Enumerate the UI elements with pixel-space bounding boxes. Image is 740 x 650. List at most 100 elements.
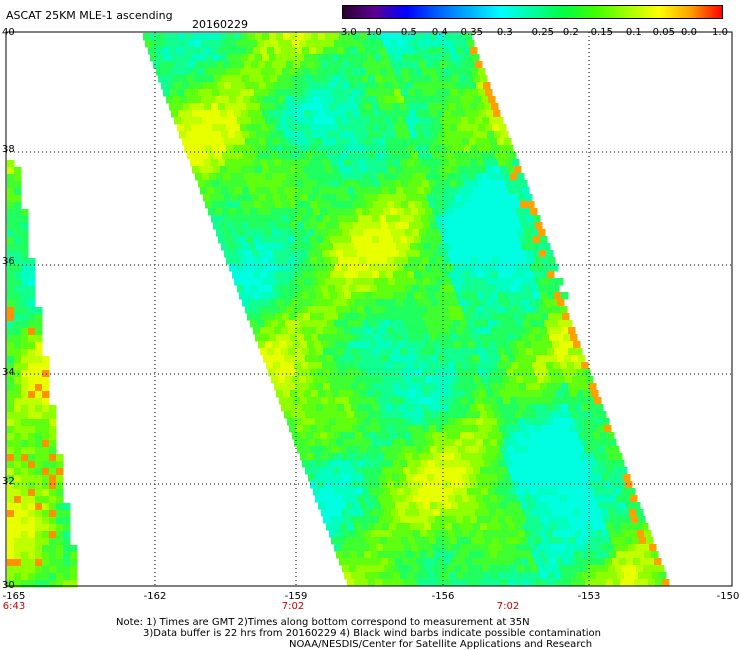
swath-cell <box>500 502 508 510</box>
swath-cell <box>577 390 585 398</box>
swath-cell <box>300 61 308 69</box>
swath-cell <box>460 264 468 272</box>
swath-cell <box>321 341 329 349</box>
swath-cell <box>396 355 404 363</box>
swath-cell <box>289 145 297 153</box>
swath-cell <box>309 103 317 111</box>
swath-cell <box>504 439 512 447</box>
swath-cell <box>497 250 505 258</box>
swath-cell <box>546 306 554 314</box>
swath-cell <box>457 257 465 265</box>
swath-cell <box>420 362 428 370</box>
swath-cell <box>416 54 424 62</box>
swath-cell <box>366 180 374 188</box>
swath-cell <box>469 306 477 314</box>
swath-cell <box>439 376 447 384</box>
swath-cell <box>252 250 260 258</box>
swath-cell <box>282 201 290 209</box>
swath-cell <box>511 250 519 258</box>
swath-cell <box>436 89 444 97</box>
swath-cell <box>447 453 455 461</box>
swath-cell <box>442 404 450 412</box>
swath-cell <box>513 180 521 188</box>
swath-cell <box>14 293 22 301</box>
swath-cell <box>612 502 620 510</box>
swath-cell <box>390 320 398 328</box>
swath-cell <box>535 446 543 454</box>
swath-cell <box>179 75 187 83</box>
swath-cell <box>454 173 462 181</box>
swath-cell <box>371 82 379 90</box>
swath-cell <box>401 369 409 377</box>
swath-cell <box>274 103 282 111</box>
swath-cell <box>605 446 613 454</box>
swath-cell <box>28 342 36 350</box>
swath-cell <box>606 523 614 531</box>
swath-cell <box>418 320 426 328</box>
swath-cell <box>344 327 352 335</box>
swath-cell <box>495 544 503 552</box>
swath-cell <box>411 432 419 440</box>
swath-cell <box>566 453 574 461</box>
swath-cell <box>299 208 307 216</box>
swath-cell <box>439 544 447 552</box>
swath-cell <box>253 47 261 55</box>
swath-cell <box>314 397 322 405</box>
swath-cell <box>494 187 502 195</box>
swath-cell <box>428 215 436 223</box>
swath-cell <box>406 194 414 202</box>
swath-cell <box>282 313 290 321</box>
swath-cell <box>570 558 578 566</box>
swath-cell <box>7 356 15 364</box>
swath-cell <box>14 524 22 532</box>
swath-cell <box>461 341 469 349</box>
swath-cell <box>394 124 402 132</box>
swath-cell <box>643 565 651 573</box>
swath-cell <box>303 369 311 377</box>
swath-cell <box>381 502 389 510</box>
swath-cell <box>388 222 396 230</box>
swath-cell <box>527 425 535 433</box>
swath-cell <box>436 68 444 76</box>
swath-cell <box>534 257 542 265</box>
swath-cell <box>21 335 29 343</box>
swath-cell <box>242 299 250 307</box>
swath-cell <box>595 439 603 447</box>
swath-cell <box>444 334 452 342</box>
swath-cell <box>482 173 490 181</box>
swath-cell <box>310 313 318 321</box>
swath-cell <box>490 495 498 503</box>
swath-cell <box>42 419 50 427</box>
swath-cell <box>441 82 449 90</box>
swath-cell <box>249 187 257 195</box>
swath-cell <box>401 313 409 321</box>
swath-cell <box>335 285 343 293</box>
swath-cell <box>385 530 393 538</box>
swath-cell <box>49 461 57 469</box>
note-line-2: 3)Data buffer is 22 hrs from 20160229 4)… <box>143 628 601 639</box>
swath-cell <box>455 138 463 146</box>
swath-cell <box>482 117 490 125</box>
swath-cell <box>571 411 579 419</box>
swath-cell <box>447 173 455 181</box>
swath-cell <box>463 47 471 55</box>
swath-cell <box>410 299 418 307</box>
swath-cell <box>21 426 29 434</box>
swath-cell <box>305 355 313 363</box>
swath-cell <box>547 460 555 468</box>
swath-cell <box>584 502 592 510</box>
swath-cell <box>280 250 288 258</box>
swath-cell <box>459 579 467 587</box>
swath-cell <box>374 278 382 286</box>
swath-cell <box>295 383 303 391</box>
swath-cell <box>21 349 29 357</box>
swath-cell <box>305 75 313 83</box>
swath-cell <box>550 523 558 531</box>
swath-cell <box>365 47 373 55</box>
swath-cell <box>338 145 346 153</box>
swath-cell <box>240 68 248 76</box>
swath-cell <box>315 138 323 146</box>
swath-cell <box>405 229 413 237</box>
swath-cell <box>456 404 464 412</box>
swath-cell <box>449 572 457 580</box>
